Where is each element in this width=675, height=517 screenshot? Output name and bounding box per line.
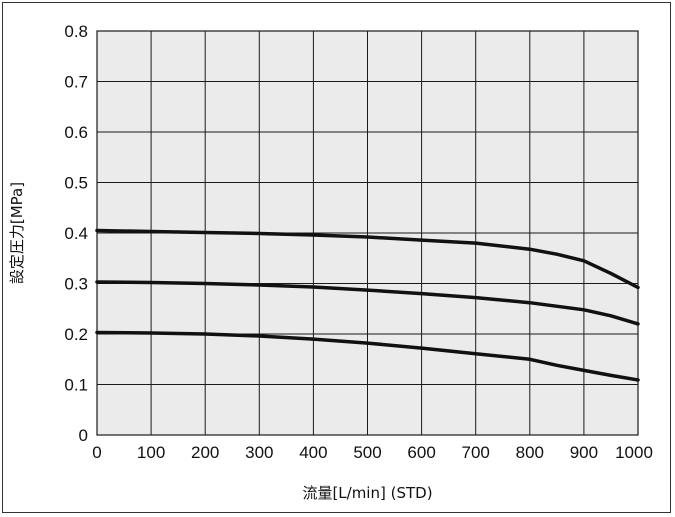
y-tick-label: 0.4 (64, 224, 88, 243)
y-tick-label: 0.6 (64, 123, 88, 142)
x-tick-label: 800 (516, 443, 544, 462)
y-tick-label: 0.3 (64, 275, 88, 294)
x-tick-label: 900 (570, 443, 598, 462)
x-axis-label: 流量[L/min] (STD) (302, 484, 432, 502)
x-tick-label: 100 (137, 443, 165, 462)
series-line-3 (95, 330, 640, 382)
series-line-2 (95, 280, 640, 326)
y-tick-label: 0.2 (64, 325, 88, 344)
y-tick-label: 0.5 (64, 174, 88, 193)
y-tick-label: 0.8 (64, 22, 88, 41)
x-tick-label: 1000 (615, 443, 653, 462)
x-tick-labels: 0 100 200 300 400 500 600 700 800 900 1000 (92, 443, 653, 462)
y-tick-label: 0.1 (64, 376, 88, 395)
grid-lines (96, 30, 639, 436)
series-line-1 (95, 228, 640, 290)
x-tick-label: 400 (299, 443, 327, 462)
y-tick-labels: 0 0.1 0.2 0.3 0.4 0.5 0.6 0.7 0.8 (64, 22, 88, 445)
x-tick-label: 700 (462, 443, 490, 462)
y-axis-label: 設定圧力[MPa] (8, 182, 26, 284)
x-tick-label: 600 (407, 443, 435, 462)
x-tick-label: 0 (92, 443, 101, 462)
x-tick-label: 500 (353, 443, 381, 462)
x-tick-label: 200 (191, 443, 219, 462)
y-tick-label: 0.7 (64, 73, 88, 92)
plot-border (96, 30, 639, 436)
series-lines (95, 228, 640, 382)
x-tick-label: 300 (245, 443, 273, 462)
y-tick-label: 0 (79, 426, 88, 445)
